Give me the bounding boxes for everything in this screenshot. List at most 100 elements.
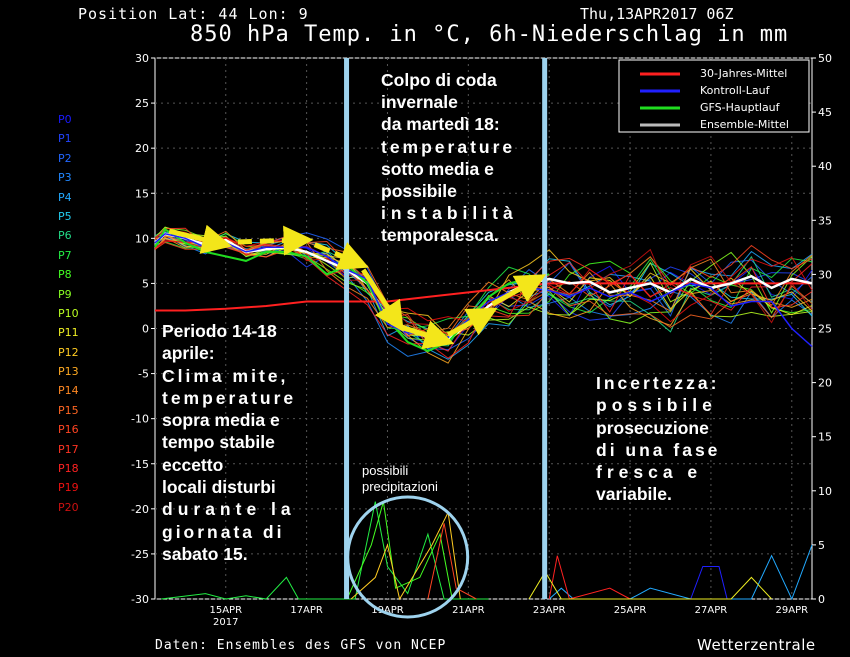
y-tick-label: -30: [131, 593, 149, 606]
y-tick-label: 30: [135, 52, 149, 65]
y2-tick-label: 15: [818, 431, 832, 444]
run-date: Thu,13APR2017 06Z: [580, 5, 734, 23]
trend-arrow: [491, 274, 547, 307]
member-label: P10: [58, 306, 79, 320]
annotation-line: possibile: [381, 181, 457, 202]
annotation-line: sotto media e: [381, 158, 494, 179]
annotation-line: di una fase: [596, 439, 721, 460]
member-label: P18: [58, 462, 79, 476]
precip-line: [161, 501, 489, 600]
y2-tick-label: 5: [818, 539, 825, 552]
trend-arrow: [398, 320, 455, 350]
divider-bar-apr23: [542, 58, 548, 599]
annotation-line: possibile: [596, 395, 717, 416]
legend-label: 30-Jahres-Mittel: [700, 67, 788, 80]
x-tick-label: 21APR: [452, 605, 485, 616]
annotation-periodo: Periodo 14-18 aprile: Clima mite, temper…: [162, 320, 296, 565]
y2-tick-label: 40: [818, 160, 832, 173]
data-source: Daten: Ensembles des GFS von NCEP: [155, 638, 447, 653]
annotation-line: precipitazioni: [362, 479, 438, 494]
y-tick-label: 5: [142, 277, 149, 290]
annotation-line: fresca e: [596, 462, 703, 483]
annotation-line: Incertezza:: [596, 373, 720, 393]
y2-tick-label: 10: [818, 485, 832, 498]
legend-label: GFS-Hauptlauf: [700, 101, 780, 114]
member-label: P16: [58, 423, 79, 437]
y-tick-label: -10: [131, 413, 149, 426]
x-tick-label: 25APR: [614, 605, 647, 616]
annotation-line: locali disturbi: [162, 477, 276, 498]
member-label: P11: [58, 326, 79, 340]
series-line: [155, 282, 812, 312]
annotation-line: possibili: [362, 463, 409, 478]
member-list: P0 P1 P2 P3 P4 P5 P6 P7 P8 P9 P10 P11 P12 P13 P14 P15 P1…: [58, 110, 79, 517]
member-label: P15: [58, 403, 79, 417]
x-tick-label: 23APR: [533, 605, 566, 616]
legend-box: [618, 59, 810, 133]
member-label: P2: [58, 151, 72, 165]
trend-arrow: [446, 307, 498, 338]
y-tick-label: -20: [131, 503, 149, 516]
y2-tick-label: 50: [818, 52, 832, 65]
x-tick-label: 19APR: [371, 605, 404, 616]
y2-tick-label: 45: [818, 106, 832, 119]
brand: Wetterzentrale: [697, 636, 816, 654]
precip-line: [427, 523, 477, 600]
annotation-line: prosecuzione: [596, 417, 709, 438]
y-tick-label: -5: [138, 368, 149, 381]
y-tick-label: 10: [135, 232, 149, 245]
y-tick-label: 20: [135, 142, 149, 155]
annotation-line: tempo stabile: [162, 432, 275, 453]
annotation-line: eccetto: [162, 454, 224, 475]
trend-arrow: [313, 242, 369, 270]
divider-bar-apr18: [344, 58, 350, 599]
legend: [618, 59, 810, 133]
y2-tick-label: 0: [818, 593, 825, 606]
annotation-line: da martedì 18:: [381, 114, 500, 135]
precip-line: [548, 544, 813, 601]
member-label: P20: [58, 500, 79, 514]
y-axis-left: 30 25 20 15 10 5 0 -5 -10 -15 -20 -25 -30: [131, 52, 155, 606]
annotation-line: giornata di: [162, 521, 285, 542]
annotation-line: temperature: [381, 136, 516, 157]
member-label: P14: [58, 384, 79, 398]
legend-label: Kontroll-Lauf: [700, 84, 770, 97]
annotation-line: temporalesca.: [381, 225, 499, 246]
member-label: P3: [58, 171, 72, 185]
annotation-line: invernale: [381, 92, 458, 113]
annotation-colpo: Colpo di coda invernale da martedì 18: t…: [381, 69, 518, 247]
y-tick-label: -25: [131, 548, 149, 561]
y-tick-label: 25: [135, 97, 149, 110]
precip-line: [548, 555, 631, 600]
legend-label: Ensemble-Mittel: [700, 118, 789, 131]
annotation-overlay: [168, 58, 548, 619]
x-tick-label: 15APR: [209, 605, 242, 616]
annotation-line: sabato 15.: [162, 543, 248, 564]
member-label: P0: [58, 113, 72, 126]
member-label: P6: [58, 229, 72, 243]
trend-arrow: [168, 224, 233, 254]
member-label: P12: [58, 345, 79, 359]
member-label: P5: [58, 209, 72, 223]
precip-line: [690, 566, 728, 600]
annotation-line: Periodo 14-18: [162, 321, 277, 341]
annotation-line: sopra media e: [162, 410, 280, 431]
y-tick-label: 15: [135, 187, 149, 200]
annotation-line: variabile.: [596, 484, 672, 505]
grid-lines: [155, 57, 812, 600]
x-tick-label: 17APR: [290, 605, 323, 616]
member-label: P13: [58, 365, 79, 379]
x-tick-label: 2017: [213, 617, 238, 628]
y2-tick-label: 35: [818, 214, 832, 227]
annotation-line: aprile:: [162, 343, 215, 364]
y2-tick-label: 25: [818, 323, 832, 336]
chart-title: 850 hPa Temp. in °C, 6h-Niederschlag in …: [190, 22, 789, 47]
precip-circle: [346, 495, 470, 619]
annotation-line: Clima mite,: [162, 365, 289, 386]
annotation-line: temperature: [162, 387, 297, 408]
y2-tick-label: 30: [818, 268, 832, 281]
member-label: P9: [58, 287, 72, 301]
